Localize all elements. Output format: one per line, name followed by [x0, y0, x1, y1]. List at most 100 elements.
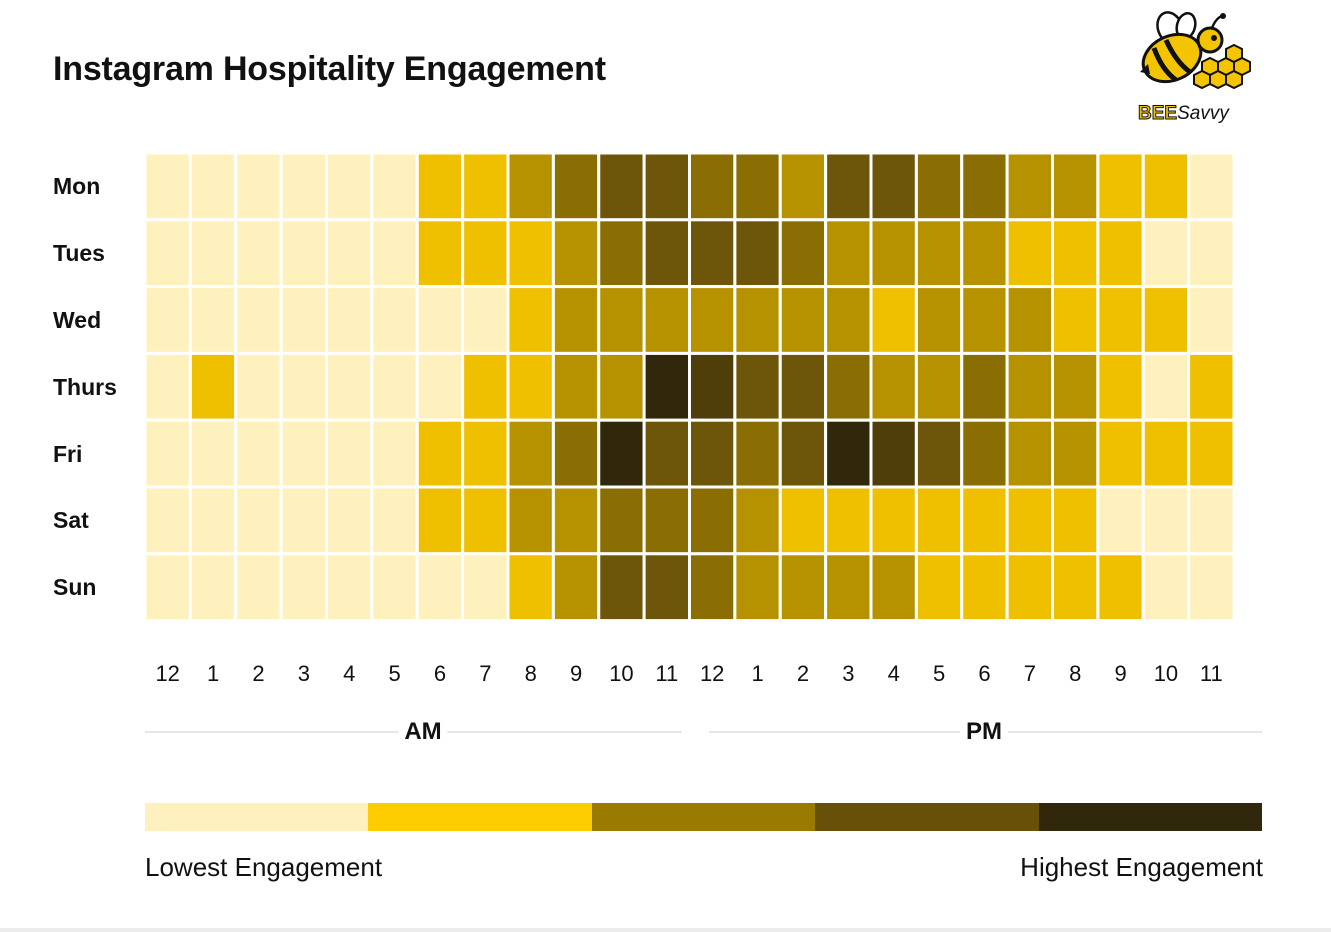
heatmap-cell-mon-9 [551, 151, 601, 222]
hour-label-16: 4 [887, 661, 900, 686]
heatmap-cell-wed-8 [506, 285, 555, 355]
heatmap-cell-fri-7 [461, 418, 510, 489]
heatmap-cell-sun-19 [1005, 552, 1054, 623]
heatmap-cell-fri-14 [778, 418, 828, 489]
heatmap-cell-fri-2 [234, 418, 283, 489]
heatmap-cell-wed-10 [597, 285, 646, 355]
heatmap-cell-fri-11 [642, 418, 691, 489]
heatmap-cell-mon-7 [461, 151, 510, 222]
heatmap-cell-sat-21 [1096, 485, 1145, 556]
heatmap-cell-tues-9 [551, 218, 601, 289]
heatmap-cell-wed-1 [188, 285, 238, 355]
heatmap-cell-sun-0 [143, 552, 192, 623]
heatmap-cell-thurs-23 [1187, 351, 1236, 422]
heatmap-cell-sat-0 [143, 485, 192, 556]
heatmap-cell-mon-18 [960, 151, 1009, 222]
heatmap-cell-sun-9 [551, 552, 601, 623]
heatmap-cell-fri-18 [960, 418, 1009, 489]
heatmap-cell-sat-16 [869, 485, 918, 556]
heatmap-cell-sun-2 [234, 552, 283, 623]
hour-label-15: 3 [842, 661, 855, 686]
heatmap-cell-thurs-21 [1096, 351, 1145, 422]
hour-label-8: 8 [524, 661, 537, 686]
heatmap-cell-thurs-2 [234, 351, 283, 422]
heatmap-cell-thurs-4 [325, 351, 374, 422]
heatmap-cell-wed-18 [960, 285, 1009, 355]
hour-label-3: 3 [297, 661, 310, 686]
heatmap-cell-wed-11 [642, 285, 691, 355]
heatmap-cell-fri-15 [824, 418, 873, 489]
heatmap-cell-tues-16 [869, 218, 918, 289]
legend-segment-2 [591, 803, 816, 831]
hour-label-23: 11 [1199, 661, 1223, 686]
heatmap-cell-fri-5 [370, 418, 419, 489]
heatmap-cell-wed-17 [914, 285, 964, 355]
heatmap-cell-fri-16 [869, 418, 918, 489]
heatmap-cell-wed-19 [1005, 285, 1054, 355]
heatmap-cell-sun-4 [325, 552, 374, 623]
heatmap-cell-sat-14 [778, 485, 828, 556]
heatmap-cell-mon-12 [688, 151, 737, 222]
heatmap-cell-wed-3 [279, 285, 328, 355]
heatmap-cell-thurs-6 [415, 351, 465, 422]
hour-label-10: 10 [609, 661, 634, 686]
heatmap-cell-wed-5 [370, 285, 419, 355]
heatmap-cell-fri-22 [1141, 418, 1191, 489]
heatmap-cell-tues-21 [1096, 218, 1145, 289]
heatmap-cell-wed-23 [1187, 285, 1236, 355]
heatmap-cell-fri-19 [1005, 418, 1054, 489]
hour-label-0: 12 [155, 661, 180, 686]
heatmap-cell-mon-4 [325, 151, 374, 222]
heatmap-cell-sun-1 [188, 552, 238, 623]
heatmap-cell-sat-2 [234, 485, 283, 556]
heatmap-cell-thurs-0 [143, 351, 192, 422]
heatmap-cell-wed-7 [461, 285, 510, 355]
heatmap-cell-wed-12 [688, 285, 737, 355]
heatmap-cell-tues-17 [914, 218, 964, 289]
legend-segment-0 [145, 803, 369, 831]
hour-label-12: 12 [699, 661, 725, 686]
heatmap-cell-wed-21 [1096, 285, 1145, 355]
heatmap-cell-sun-12 [688, 552, 737, 623]
hour-label-17: 5 [932, 661, 946, 686]
legend-color-scale [145, 803, 1263, 831]
heatmap-cell-thurs-15 [824, 351, 873, 422]
heatmap-cell-sun-20 [1051, 552, 1100, 623]
heatmap-cell-fri-4 [325, 418, 374, 489]
heatmap-cell-sat-8 [506, 485, 555, 556]
heatmap-cell-sat-6 [415, 485, 465, 556]
heatmap-cell-mon-8 [506, 151, 555, 222]
heatmap-cell-mon-19 [1005, 151, 1054, 222]
heatmap-cell-wed-22 [1141, 285, 1191, 355]
day-label-tues: Tues [53, 240, 105, 267]
heatmap-cell-thurs-22 [1141, 351, 1191, 422]
heatmap-cell-tues-20 [1051, 218, 1100, 289]
heatmap-cell-tues-7 [461, 218, 510, 289]
heatmap-cell-fri-13 [733, 418, 782, 489]
legend-high-label: Highest Engagement [1020, 852, 1263, 882]
heatmap-cell-sun-7 [461, 552, 510, 623]
heatmap-cell-sat-23 [1187, 485, 1236, 556]
heatmap-cell-wed-16 [869, 285, 918, 355]
heatmap-cell-mon-2 [234, 151, 283, 222]
heatmap-cell-mon-14 [778, 151, 828, 222]
heatmap-cell-tues-11 [642, 218, 691, 289]
legend-segment-4 [1038, 803, 1263, 831]
heatmap-cell-thurs-11 [642, 351, 691, 422]
heatmap-cell-sun-15 [824, 552, 873, 623]
heatmap-cell-tues-0 [143, 218, 192, 289]
heatmap-cell-mon-21 [1096, 151, 1145, 222]
heatmap-cell-fri-12 [688, 418, 737, 489]
heatmap-cell-wed-9 [551, 285, 601, 355]
heatmap-cell-thurs-16 [869, 351, 918, 422]
heatmap-cell-mon-3 [279, 151, 328, 222]
heatmap-cell-thurs-9 [551, 351, 601, 422]
heatmap-cell-mon-11 [642, 151, 691, 222]
heatmap-cell-fri-1 [188, 418, 238, 489]
heatmap-cell-wed-0 [143, 285, 192, 355]
hour-label-7: 7 [479, 661, 492, 686]
heatmap-cell-mon-13 [733, 151, 782, 222]
heatmap-cell-thurs-10 [597, 351, 646, 422]
heatmap-cell-fri-21 [1096, 418, 1145, 489]
am-period-label: AM [398, 718, 448, 746]
